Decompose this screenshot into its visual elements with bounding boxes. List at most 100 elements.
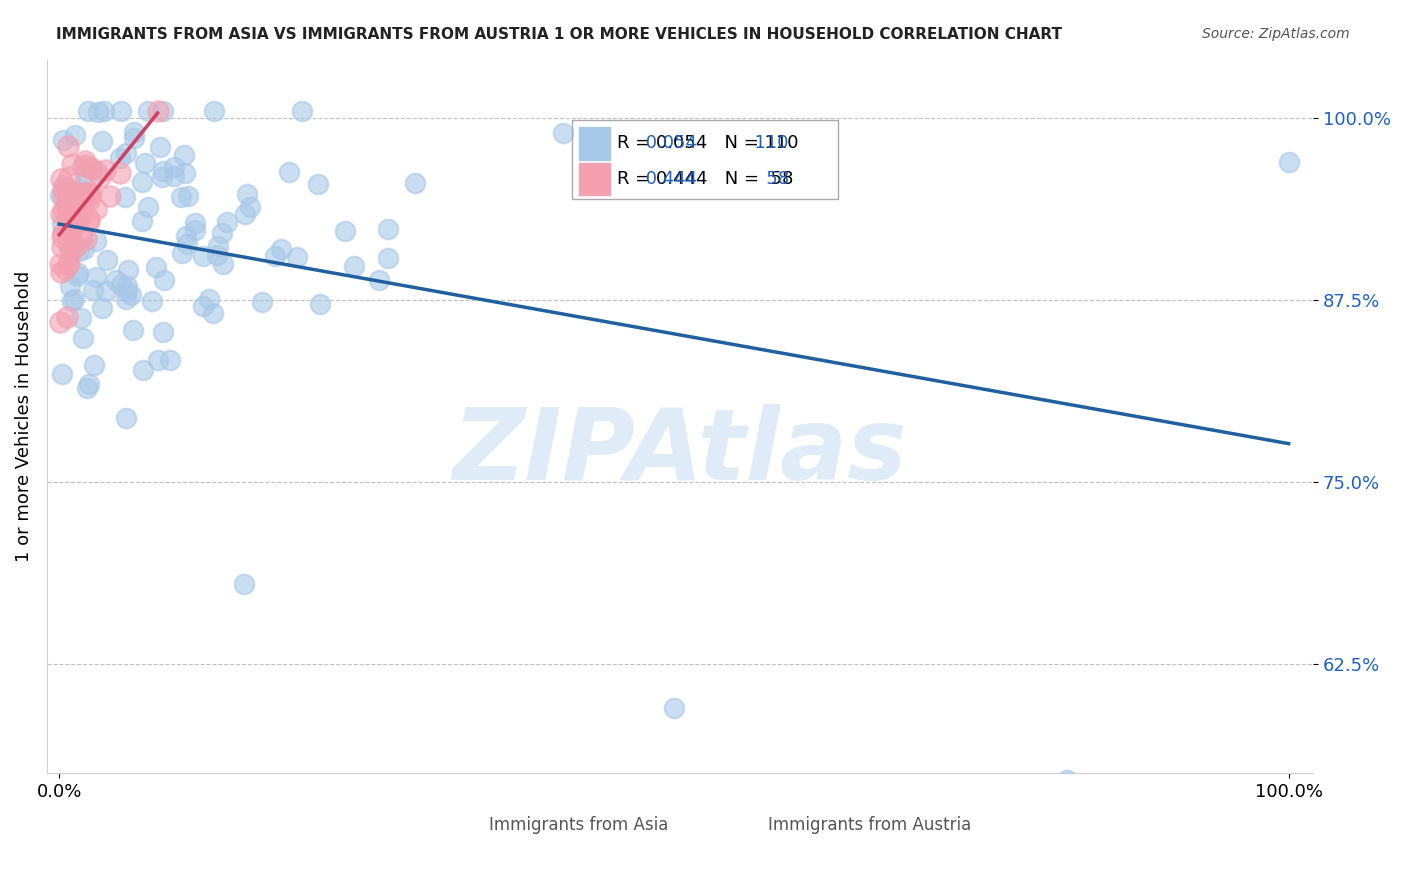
Point [96, 253, 118, 268]
Point [52, 188, 75, 202]
Point [49, 315, 72, 329]
Point [72, 331, 94, 345]
Text: 0.444            58: 0.444 58 [617, 169, 789, 188]
Point [404, 176, 426, 190]
Point [77, 376, 100, 391]
Point [236, 187, 259, 202]
Point [377, 251, 399, 265]
Point [65, 239, 87, 253]
Point [80, 162, 103, 177]
Point [51, 172, 73, 186]
Point [60, 216, 83, 230]
Point [62, 294, 84, 309]
Point [65, 186, 87, 201]
Point [84, 269, 107, 284]
Point [291, 103, 314, 118]
Point [67, 244, 90, 258]
Text: R = 0.054   N = 110: R = 0.054 N = 110 [617, 134, 799, 153]
Text: 0.054          110: 0.054 110 [617, 134, 789, 153]
Point [66, 268, 89, 283]
Point [77, 212, 100, 227]
Point [58, 235, 80, 250]
Point [73, 158, 96, 172]
Point [63, 293, 86, 307]
Point [49, 207, 72, 221]
Point [183, 216, 205, 230]
Point [49, 257, 72, 271]
Point [145, 260, 167, 274]
Point [59, 244, 82, 258]
Point [309, 297, 332, 311]
Point [162, 169, 184, 184]
Point [173, 166, 195, 180]
Point [239, 200, 262, 214]
Point [49, 265, 72, 279]
Point [76, 103, 98, 118]
Point [93, 103, 115, 118]
Point [77, 213, 100, 227]
Point [193, 249, 215, 263]
Point [73, 243, 96, 257]
Point [114, 189, 136, 203]
Point [59, 225, 82, 239]
Point [60, 221, 83, 235]
Point [152, 325, 174, 339]
Point [1056, 773, 1078, 788]
Point [56, 191, 79, 205]
Text: Source: ZipAtlas.com: Source: ZipAtlas.com [1202, 27, 1350, 41]
Point [250, 295, 273, 310]
Point [70, 186, 93, 201]
Point [662, 700, 685, 714]
Point [343, 260, 366, 274]
Point [184, 223, 207, 237]
Point [77, 193, 100, 207]
Point [90, 134, 112, 148]
Point [52, 133, 75, 147]
Point [117, 278, 139, 293]
Point [79, 187, 101, 202]
Point [60, 187, 83, 202]
Point [58, 221, 80, 235]
Point [83, 358, 105, 372]
Point [153, 272, 176, 286]
Point [108, 152, 131, 166]
Point [551, 126, 574, 140]
Point [89, 170, 111, 185]
Point [152, 164, 174, 178]
Point [59, 221, 82, 235]
Point [56, 211, 79, 226]
Point [211, 257, 233, 271]
Point [131, 175, 153, 189]
Point [211, 226, 233, 240]
Point [59, 279, 82, 293]
Point [333, 224, 356, 238]
Point [159, 352, 181, 367]
Point [73, 175, 96, 189]
Point [115, 285, 138, 299]
Point [94, 284, 117, 298]
Text: Immigrants from Austria: Immigrants from Austria [769, 816, 972, 834]
Point [173, 147, 195, 161]
Point [87, 105, 110, 120]
Point [108, 166, 131, 180]
Point [82, 283, 104, 297]
Point [66, 266, 89, 280]
Point [55, 200, 77, 214]
Point [202, 103, 225, 118]
Text: R = 0.444   N =  58: R = 0.444 N = 58 [617, 169, 793, 188]
Point [170, 190, 193, 204]
Point [67, 189, 90, 203]
Point [77, 186, 100, 200]
Point [77, 187, 100, 202]
Point [55, 181, 77, 195]
Point [368, 273, 391, 287]
Point [134, 156, 156, 170]
Point [285, 250, 308, 264]
Point [75, 232, 97, 246]
Point [69, 207, 91, 221]
Point [70, 160, 93, 174]
Point [232, 577, 254, 591]
Point [51, 217, 73, 231]
Point [98, 188, 121, 202]
Point [207, 248, 229, 262]
